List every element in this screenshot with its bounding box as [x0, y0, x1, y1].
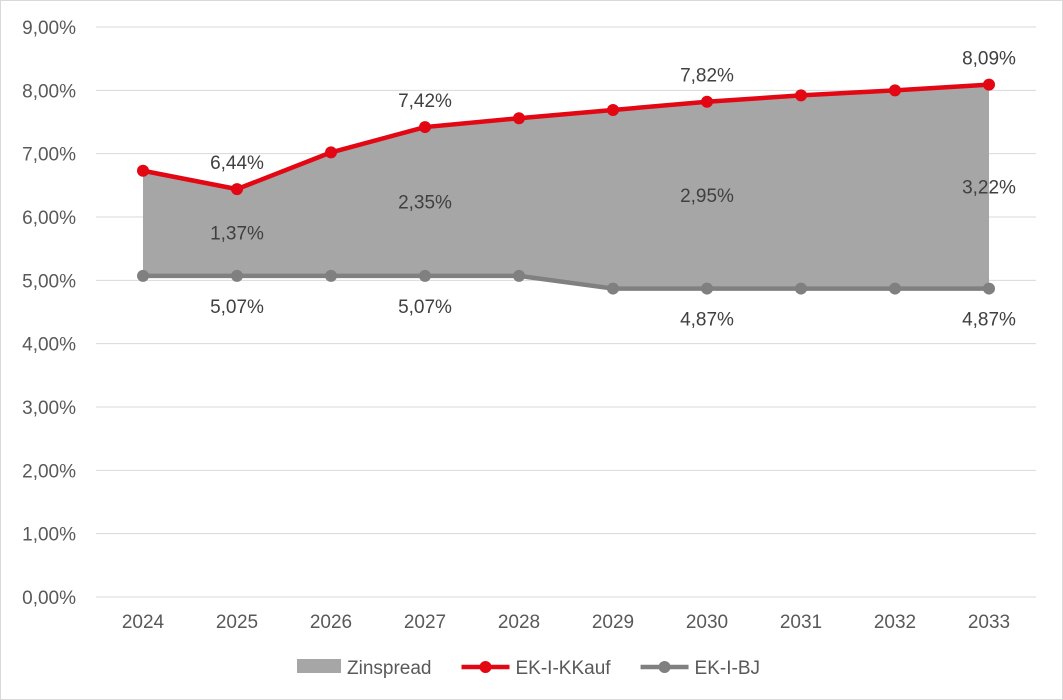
x-tick-label: 2026 [310, 612, 352, 633]
x-tick-label: 2031 [780, 612, 822, 633]
zinspread-data-label: 2,35% [398, 192, 452, 213]
ek-i-kkauf-point [701, 95, 713, 108]
zinspread-legend-label: Zinspread [347, 658, 432, 679]
x-tick-label: 2033 [968, 612, 1010, 633]
y-tick-label: 6,00% [22, 208, 76, 229]
ek-i-bj-point [607, 282, 619, 295]
x-tick-label: 2030 [686, 612, 728, 633]
ek-i-bj-point [137, 269, 149, 282]
ek-i-kkauf-legend-marker [479, 661, 492, 673]
ek-i-kkauf-line [142, 82, 990, 192]
y-tick-label: 8,00% [22, 81, 76, 102]
y-tick-label: 2,00% [22, 461, 76, 482]
ek-i-bj-point [889, 282, 901, 295]
x-tick-label: 2024 [122, 612, 165, 633]
ek-i-bj-point [983, 282, 995, 295]
ek-i-bj-point [231, 269, 243, 282]
ek-i-kkauf-point [795, 89, 807, 102]
line-layer [137, 78, 995, 295]
ek-i-bj-line [143, 273, 989, 291]
ek-i-kkauf-legend-label: EK-I-KKauf [516, 658, 612, 679]
y-tick-label: 9,00% [22, 18, 76, 39]
ek-i-kkauf-point [231, 183, 243, 196]
x-tick-label: 2027 [404, 612, 446, 633]
ek-i-bj-point [795, 282, 807, 295]
ek-i-bj-data-label: 4,87% [680, 310, 734, 331]
zinspread-data-label: 2,95% [680, 186, 734, 207]
legend: Zinspread EK-I-KKauf EK-I-BJ [297, 658, 760, 679]
x-tick-label: 2032 [874, 612, 916, 633]
ek-i-kkauf-data-label: 7,42% [398, 91, 452, 112]
ek-i-bj-point [513, 269, 525, 282]
ek-i-kkauf-point [419, 121, 431, 134]
x-tick-label: 2025 [216, 612, 258, 633]
ek-i-kkauf-data-label: 7,82% [680, 66, 734, 87]
zinspread-area [143, 84, 989, 289]
area-layer [143, 84, 989, 289]
ek-i-kkauf-data-label: 8,09% [962, 49, 1016, 70]
y-tick-label: 4,00% [22, 335, 76, 356]
y-tick-label: 1,00% [22, 525, 76, 546]
ek-i-kkauf-point [137, 164, 149, 177]
data-labels: 6,44% 7,42% 7,82% 8,09% 5,07% 5,07% 4,87% 4,87%… [210, 49, 1016, 331]
x-tick-label: 2029 [592, 612, 634, 633]
ek-i-kkauf-point [983, 78, 995, 91]
y-tick-label: 0,00% [22, 588, 76, 609]
ek-i-kkauf-point [325, 146, 337, 159]
ek-i-kkauf-point [513, 112, 525, 125]
ek-i-bj-data-label: 5,07% [398, 297, 452, 318]
ek-i-bj-legend-label: EK-I-BJ [695, 658, 760, 679]
ek-i-bj-point [701, 282, 713, 295]
y-tick-label: 3,00% [22, 398, 76, 419]
ek-i-kkauf-point [889, 84, 901, 97]
y-tick-label: 5,00% [22, 271, 76, 292]
x-tick-label: 2028 [498, 612, 540, 633]
ek-i-bj-data-label: 4,87% [962, 310, 1016, 331]
ek-i-kkauf-data-label: 6,44% [210, 153, 264, 174]
ek-i-kkauf-point [607, 103, 619, 116]
ek-i-bj-point [325, 269, 337, 282]
zinspread-data-label: 3,22% [962, 178, 1016, 199]
y-tick-label: 7,00% [22, 145, 76, 166]
axis-labels: 0,00% 1,00% 2,00% 3,00% 4,00% 5,00% 6,00% 7,00%… [22, 18, 1010, 633]
zinspread-data-label: 1,37% [210, 224, 264, 245]
ek-i-bj-data-label: 5,07% [210, 297, 264, 318]
ek-i-bj-point [419, 269, 431, 282]
ek-i-bj-legend-marker [658, 661, 671, 673]
zinspread-legend-swatch [297, 659, 341, 673]
